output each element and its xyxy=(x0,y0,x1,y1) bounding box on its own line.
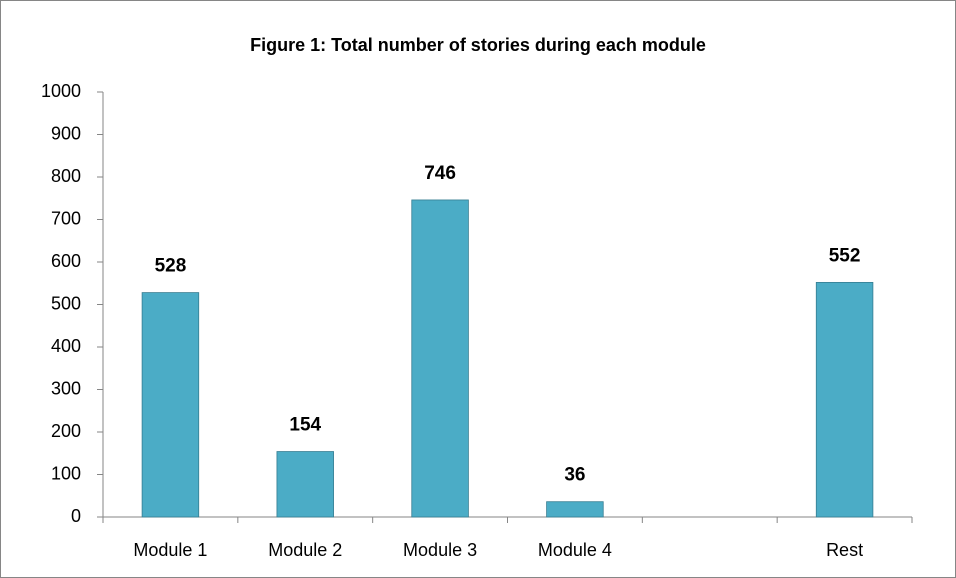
x-tick-label: Module 4 xyxy=(538,540,612,560)
y-tick-label: 0 xyxy=(71,506,81,526)
y-tick-label: 200 xyxy=(51,421,81,441)
y-tick-label: 300 xyxy=(51,378,81,398)
x-tick-label: Module 3 xyxy=(403,540,477,560)
data-label: 36 xyxy=(564,465,585,486)
data-label: 154 xyxy=(289,415,321,436)
bar xyxy=(276,451,334,518)
x-tick-label: Rest xyxy=(826,540,863,560)
bar xyxy=(815,281,874,518)
y-tick-label: 600 xyxy=(51,251,81,271)
y-tick-label: 100 xyxy=(51,463,81,483)
bar xyxy=(411,199,469,518)
y-tick-label: 700 xyxy=(51,208,81,228)
y-tick-label: 500 xyxy=(51,293,81,313)
y-tick-label: 1000 xyxy=(41,81,81,101)
bar xyxy=(546,501,604,518)
chart-title: Figure 1: Total number of stories during… xyxy=(250,35,706,55)
y-tick-label: 900 xyxy=(51,123,81,143)
data-label: 528 xyxy=(155,256,187,277)
bar xyxy=(141,292,200,518)
data-label: 552 xyxy=(829,245,861,266)
data-label: 746 xyxy=(424,163,456,184)
y-tick-label: 800 xyxy=(51,166,81,186)
x-tick-label: Module 1 xyxy=(133,540,207,560)
x-tick-label: Module 2 xyxy=(268,540,342,560)
y-tick-label: 400 xyxy=(51,336,81,356)
